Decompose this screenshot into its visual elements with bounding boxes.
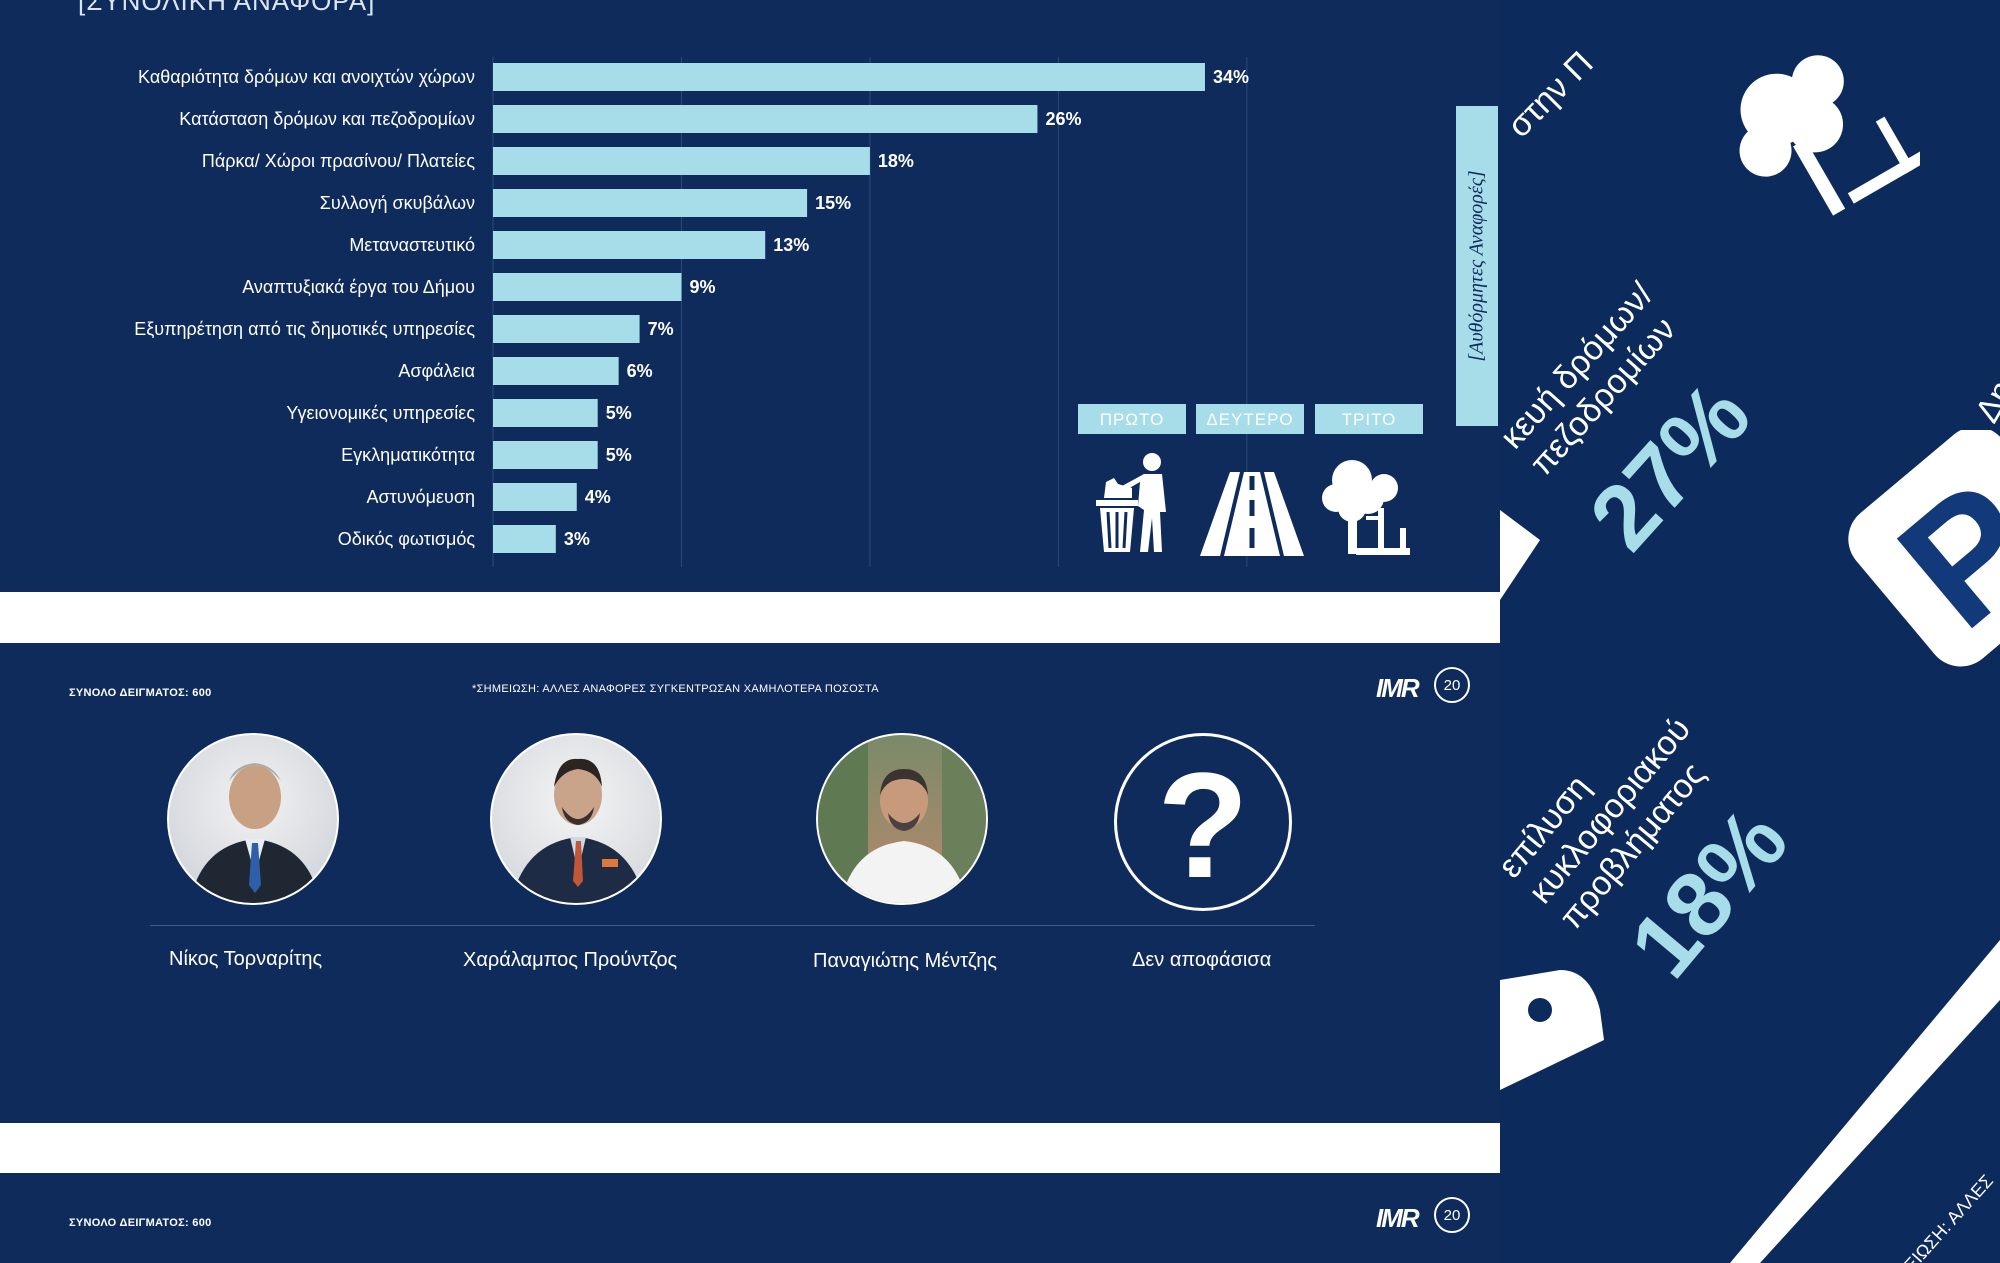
category-label: Καθαριότητα δρόμων και ανοιχτών χώρων <box>138 67 475 87</box>
rank-third-label: ΤΡΙΤΟ <box>1315 404 1423 434</box>
footnote: *ΣΗΜΕΙΩΣΗ: ΑΛΛΕΣ ΑΝΑΦΟΡΕΣ ΣΥΓΚΕΝΤΡΩΣΑΝ Χ… <box>472 683 879 695</box>
value-label: 6% <box>627 361 653 381</box>
car-icon <box>1500 970 1604 1090</box>
candidates-divider <box>150 925 1315 926</box>
road-icon <box>1200 472 1304 556</box>
third-slide-footer: ΣΥΝΟΛΟ ΔΕΙΓΜΑΤΟΣ: 600 IMR 20 <box>0 1173 1500 1263</box>
spontaneous-mentions-label: [Αυθόρμητες Αναφορές] <box>1465 170 1488 362</box>
imr-logo: IMR 20 <box>1376 667 1476 703</box>
value-label: 5% <box>606 445 632 465</box>
person-silhouette-icon <box>510 758 646 903</box>
value-label: 18% <box>878 151 914 171</box>
category-label: Μεταναστευτικό <box>349 235 475 255</box>
tree-bench-icon <box>1739 55 1920 216</box>
bar <box>493 441 598 469</box>
value-label: 34% <box>1213 67 1249 87</box>
value-label: 15% <box>815 193 851 213</box>
value-label: 26% <box>1045 109 1081 129</box>
slide-separator-2 <box>0 1123 1500 1173</box>
candidates-slide: ΣΥΝΟΛΟ ΔΕΙΓΜΑΤΟΣ: 600 *ΣΗΜΕΙΩΣΗ: ΑΛΛΕΣ Α… <box>0 643 1500 1123</box>
candidate-name-4: Δεν αποφάσισα <box>1132 949 1272 971</box>
rotated-heading: στην Π <box>1500 44 1601 145</box>
category-label: Εξυπηρέτηση από τις δημοτικές υπηρεσίες <box>134 319 475 339</box>
trash-disposal-icon <box>1096 453 1166 552</box>
category-label: Αστυνόμευση <box>367 487 475 507</box>
category-label: Ασφάλεια <box>398 361 475 381</box>
slide-separator <box>0 592 1500 643</box>
rotated-slide-panel: στην Π κευή δρόμων/ πεζοδρομίων 27% Δη P… <box>1500 0 2000 1263</box>
candidate-name-3: Παναγιώτης Μέντζης <box>813 950 997 972</box>
candidate-photo-2 <box>490 733 662 905</box>
bar <box>493 231 766 259</box>
value-label: 5% <box>606 403 632 423</box>
bar <box>493 525 556 553</box>
bar <box>493 63 1205 91</box>
category-label: Συλλογή σκυβάλων <box>320 193 475 213</box>
candidate-photo-1 <box>167 733 339 905</box>
category-label: Αναπτυξιακά έργα του Δήμου <box>242 277 475 297</box>
value-label: 9% <box>689 277 715 297</box>
spontaneous-mentions-tab: [Αυθόρμητες Αναφορές] <box>1456 106 1498 426</box>
candidate-name-2: Χαράλαμπος Προύντζος <box>463 949 678 971</box>
bar-chart: Καθαριότητα δρόμων και ανοιχτών χώρων 34%… <box>134 57 1249 567</box>
slide-title: [ΣΥΝΟΛΙΚΗ ΑΝΑΦΟΡΑ] <box>78 0 376 16</box>
white-shape-icon <box>1500 510 1540 600</box>
person-silhouette-icon <box>818 735 986 903</box>
tree-bench-icon <box>1322 460 1410 555</box>
category-label: Πάρκα/ Χώροι πρασίνου/ Πλατείες <box>202 151 475 171</box>
sample-size-label-2: ΣΥΝΟΛΟ ΔΕΙΓΜΑΤΟΣ: 600 <box>69 1217 212 1229</box>
value-label: 4% <box>585 487 611 507</box>
candidate-name-1: Νίκος Τορναρίτης <box>169 948 323 970</box>
bar <box>493 273 682 301</box>
diagonal-stripe <box>1730 940 2000 1263</box>
category-label: Κατάσταση δρόμων και πεζοδρομίων <box>179 109 475 129</box>
imr-logo-2: IMR 20 <box>1376 1197 1476 1233</box>
bar <box>493 399 598 427</box>
category-label: Εγκληματικότητα <box>341 445 475 465</box>
value-label: 13% <box>773 235 809 255</box>
bar <box>493 105 1038 133</box>
value-label: 3% <box>564 529 590 549</box>
bar <box>493 357 619 385</box>
category-label: Υγειονομικές υπηρεσίες <box>286 403 475 423</box>
bar <box>493 483 577 511</box>
question-mark-icon: ? <box>1157 741 1249 909</box>
parking-sign-icon: P <box>1848 430 2000 667</box>
category-label: Οδικός φωτισμός <box>338 529 476 549</box>
candidate-photo-3 <box>816 733 988 905</box>
bar <box>493 315 640 343</box>
undecided-circle: ? <box>1114 733 1292 911</box>
rank-second-label: ΔΕΥΤΕΡΟ <box>1196 404 1304 434</box>
sample-size-label: ΣΥΝΟΛΟ ΔΕΙΓΜΑΤΟΣ: 600 <box>69 687 212 699</box>
rank-first-label: ΠΡΩΤΟ <box>1078 404 1186 434</box>
value-label: 7% <box>648 319 674 339</box>
chart-slide: [ΣΥΝΟΛΙΚΗ ΑΝΑΦΟΡΑ] Καθαριότητα δρόμων κα… <box>0 0 1500 592</box>
person-silhouette-icon <box>189 763 321 903</box>
cut-text: Δη <box>1968 373 2000 429</box>
bar <box>493 189 808 217</box>
bar <box>493 147 870 175</box>
